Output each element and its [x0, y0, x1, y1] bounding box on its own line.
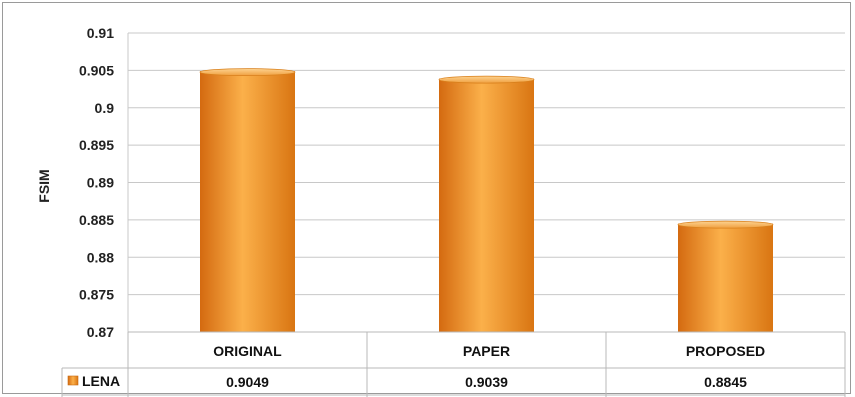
bar-body: [678, 223, 773, 332]
y-axis: 0.87 0.875 0.88 0.885 0.89 0.895 0.9 0.905 0.91: [79, 25, 114, 340]
y-tick-label: 0.905: [79, 62, 114, 78]
bar-cap: [438, 75, 535, 84]
category-label: PAPER: [463, 343, 510, 359]
y-axis-label: FSIM: [36, 169, 52, 202]
bar: [199, 68, 296, 333]
y-tick-label: 0.88: [87, 249, 114, 265]
data-label: 0.9049: [226, 374, 269, 390]
legend-series-label: LENA: [82, 373, 120, 389]
data-table: ORIGINAL PAPER PROPOSED 0.9049 0.9039 0.8845 L…: [61, 331, 846, 397]
bar-cap: [199, 68, 296, 77]
bar: [438, 75, 535, 333]
legend-swatch: [67, 375, 79, 386]
y-tick-label: 0.885: [79, 212, 114, 228]
bars: [199, 68, 774, 333]
y-tick-label: 0.91: [87, 25, 114, 41]
bar-body: [439, 78, 534, 332]
data-label: 0.9039: [465, 374, 508, 390]
category-label: ORIGINAL: [213, 343, 282, 359]
y-tick-label: 0.895: [79, 137, 114, 153]
bar-cap: [677, 220, 774, 229]
y-tick-label: 0.89: [87, 175, 114, 191]
bar: [677, 220, 774, 333]
y-tick-label: 0.875: [79, 287, 114, 303]
category-label: PROPOSED: [686, 343, 765, 359]
bar-body: [200, 71, 295, 332]
y-tick-label: 0.9: [95, 100, 115, 116]
data-label: 0.8845: [704, 374, 747, 390]
y-tick-label: 0.87: [87, 324, 114, 340]
